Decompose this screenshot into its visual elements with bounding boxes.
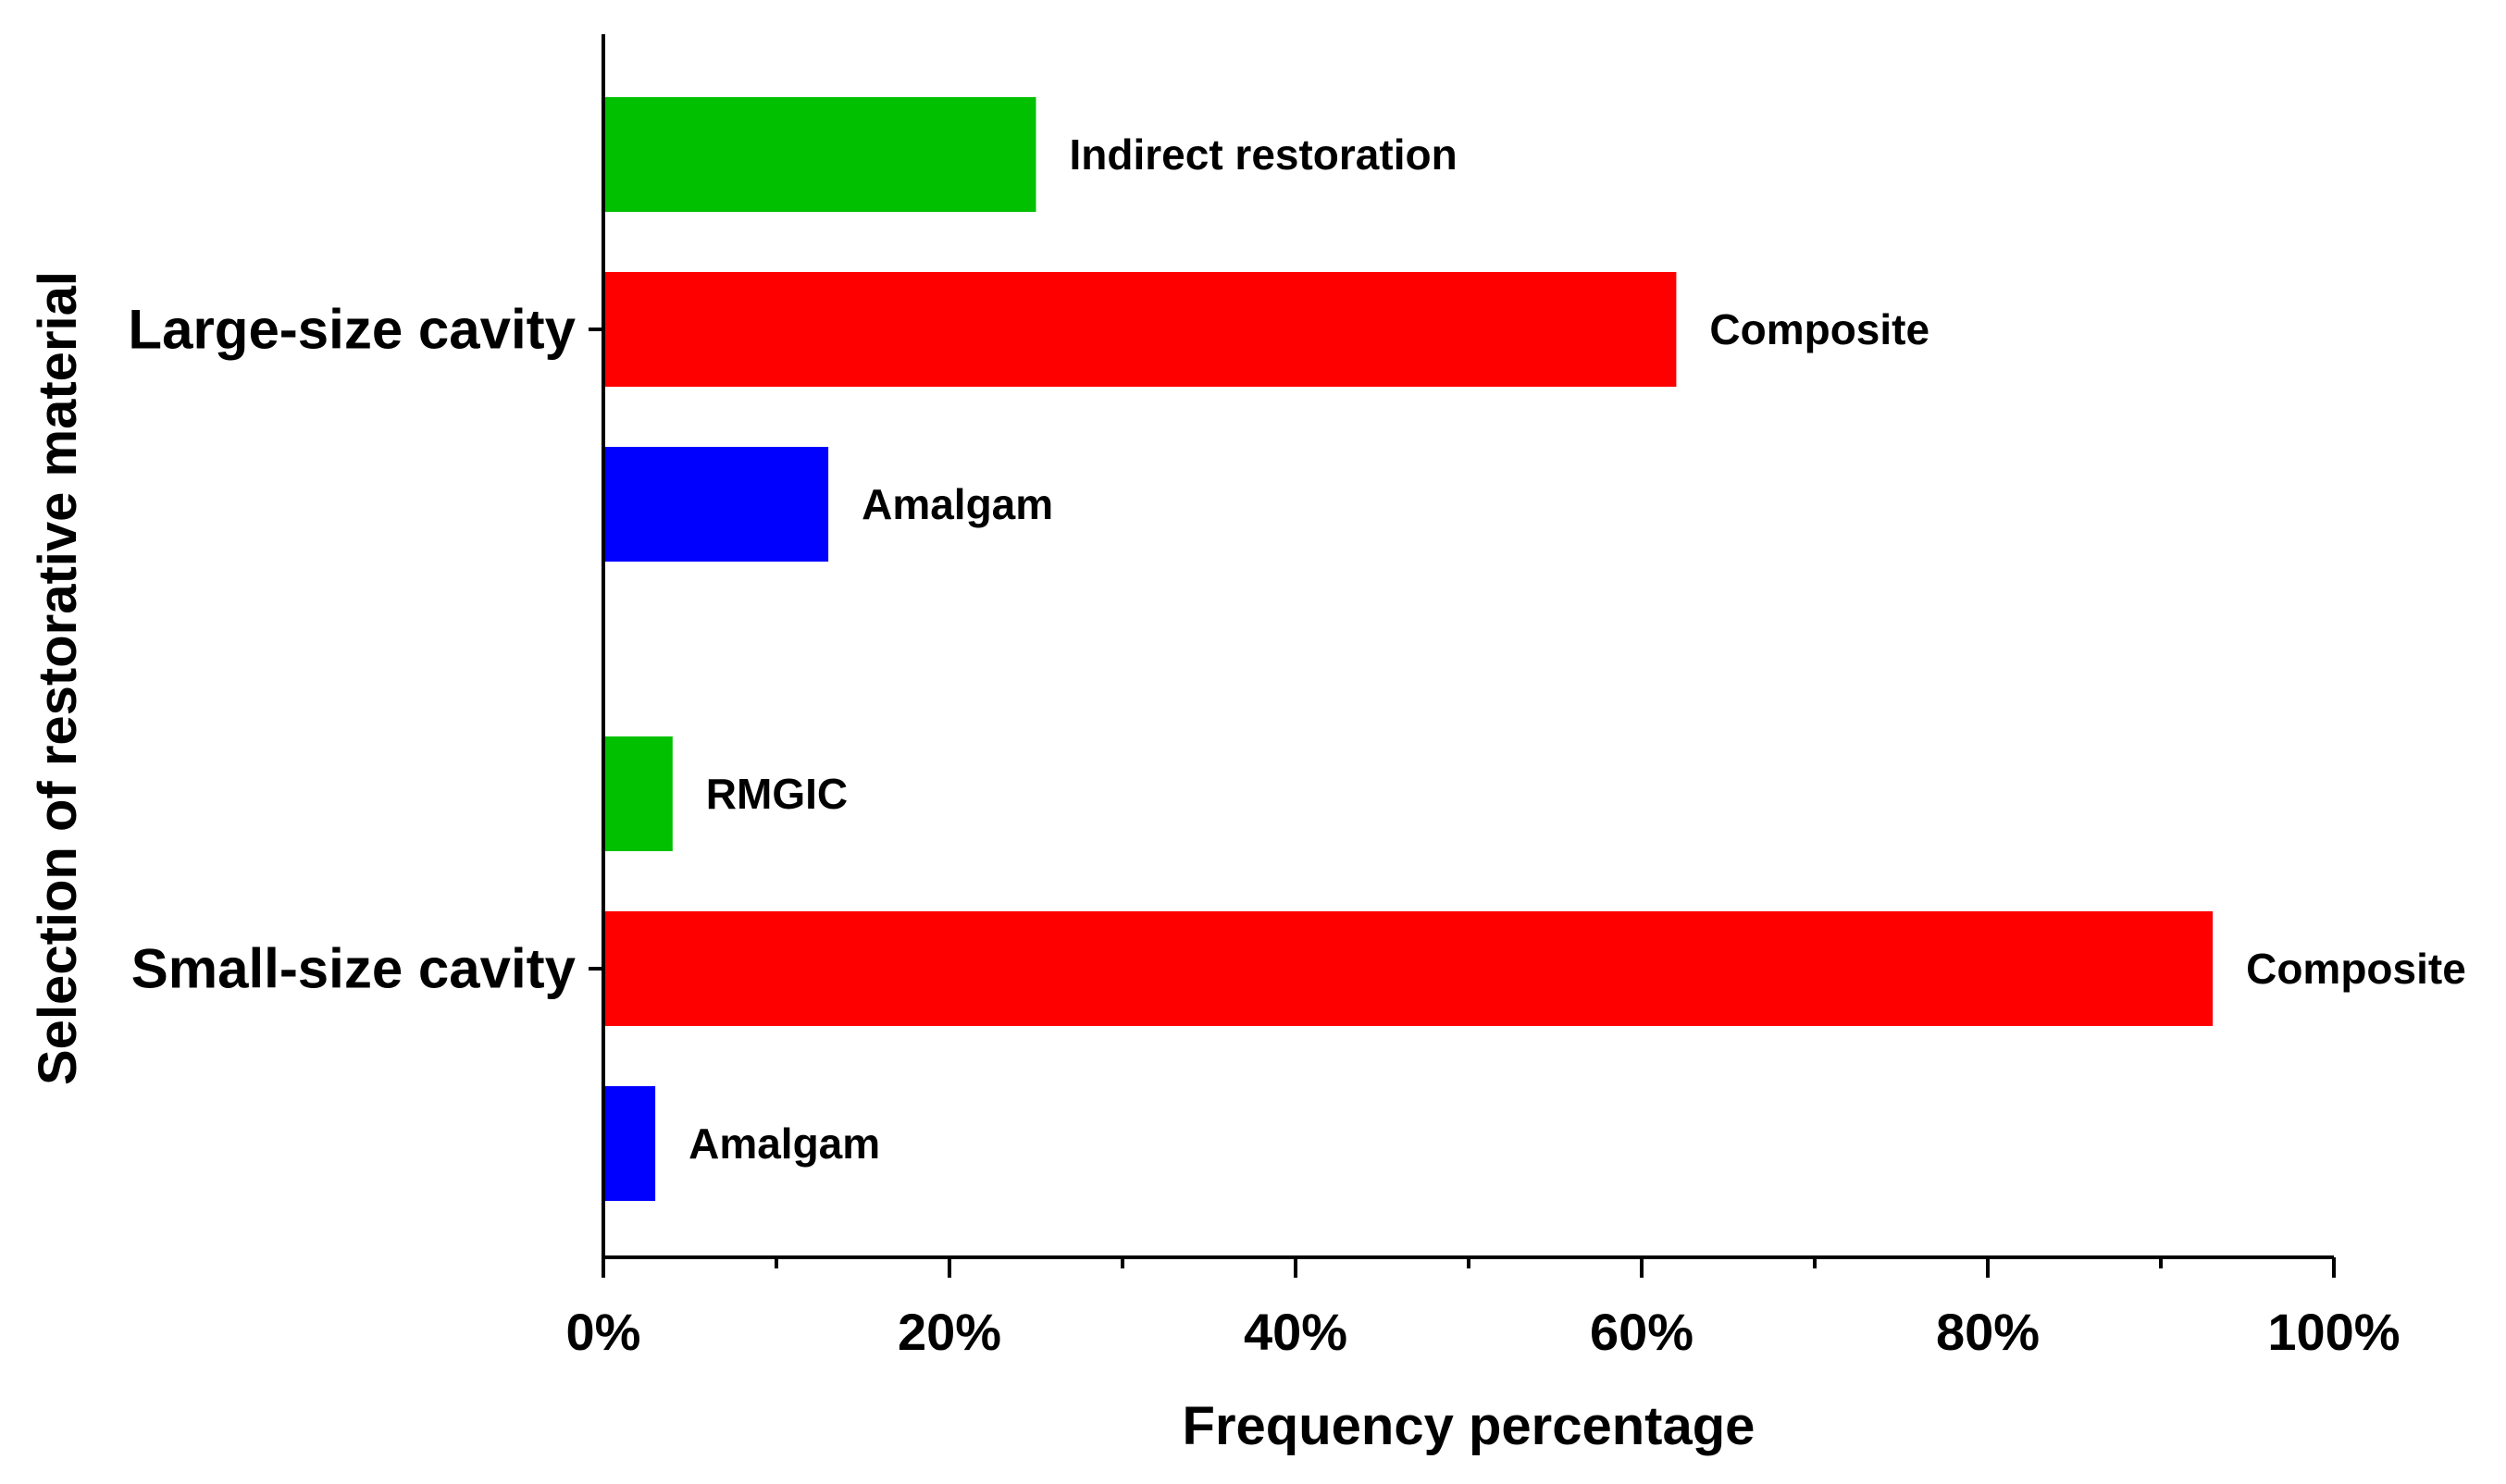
category-labels: Large-size cavity Small-size cavity bbox=[128, 299, 603, 1000]
axes bbox=[602, 34, 2334, 1259]
x-axis-ticks: 0% 20% 40% 60% 80% 100% bbox=[566, 1257, 2401, 1361]
bar bbox=[603, 97, 1036, 212]
x-tick-label: 40% bbox=[1244, 1303, 1347, 1361]
bar-label: Composite bbox=[1709, 305, 1929, 353]
x-tick-label: 80% bbox=[1936, 1303, 2040, 1361]
x-tick-label: 0% bbox=[566, 1303, 641, 1361]
bar-label: Composite bbox=[2246, 945, 2466, 993]
bar-label: RMGIC bbox=[706, 770, 848, 818]
y-axis-title: Selection of restorative material bbox=[28, 271, 88, 1085]
bar bbox=[603, 447, 829, 562]
bar bbox=[603, 272, 1677, 387]
bar-label: Amalgam bbox=[862, 480, 1053, 528]
x-tick-label: 60% bbox=[1590, 1303, 1693, 1361]
x-axis-title: Frequency percentage bbox=[1183, 1396, 1755, 1456]
x-tick-label: 20% bbox=[898, 1303, 1001, 1361]
bar-label: Amalgam bbox=[689, 1119, 880, 1168]
category-label: Large-size cavity bbox=[128, 299, 576, 361]
bar bbox=[603, 911, 2214, 1026]
bar bbox=[603, 736, 673, 851]
bar-label: Indirect restoration bbox=[1070, 130, 1458, 179]
category-label: Small-size cavity bbox=[131, 938, 577, 1000]
bars bbox=[603, 97, 2214, 1201]
x-tick-label: 100% bbox=[2267, 1303, 2400, 1361]
bar bbox=[603, 1086, 656, 1201]
bar-labels: Indirect restoration Composite Amalgam RMGI… bbox=[689, 130, 2466, 1168]
